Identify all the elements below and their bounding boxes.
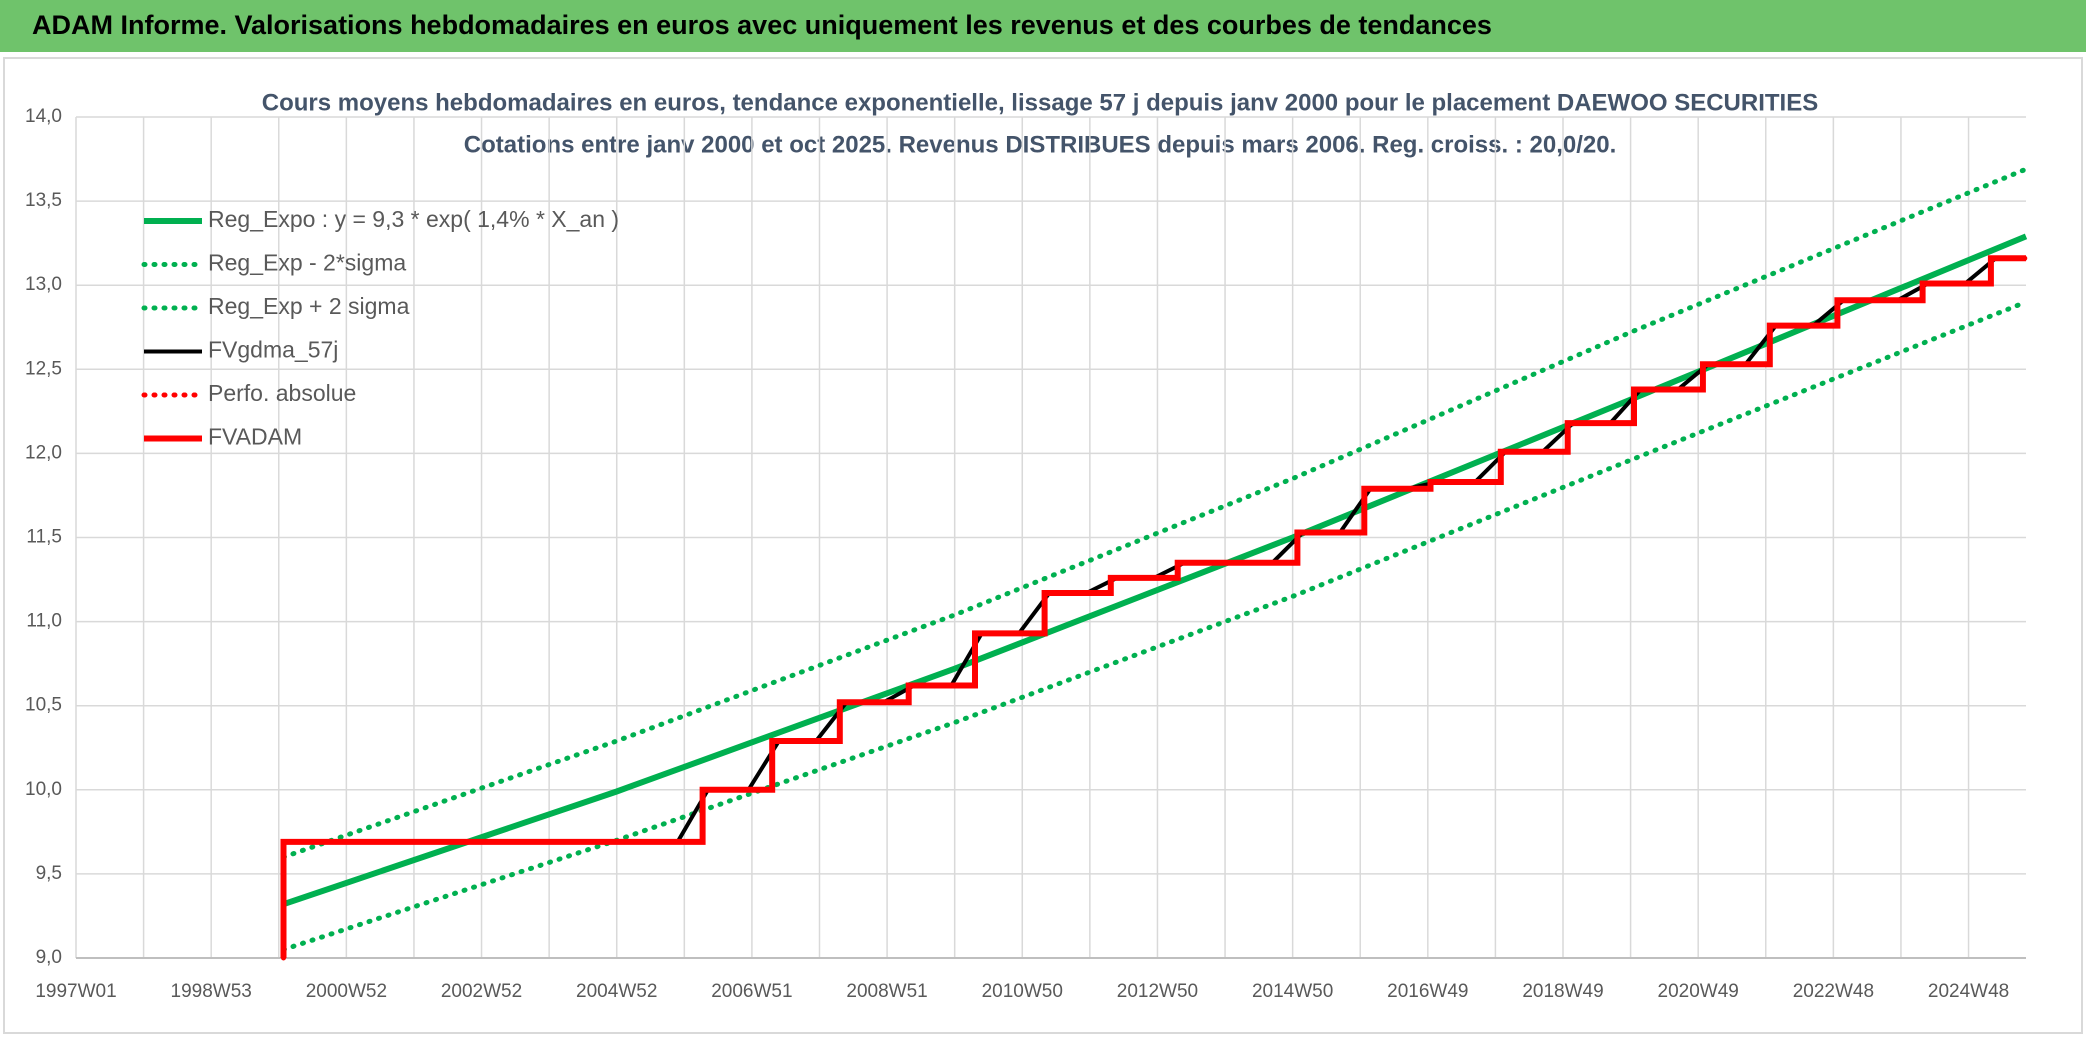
y-tick-label: 11,5 [26,527,62,548]
y-tick-label: 13,5 [25,190,62,211]
x-tick-label: 2020W49 [1658,981,1739,1002]
chart-subtitle: Cotations entre janv 2000 et oct 2025. R… [464,131,1616,158]
y-tick-label: 10,0 [25,779,62,800]
y-tick-label: 12,5 [25,358,62,379]
x-tick-label: 2004W52 [576,981,657,1002]
x-tick-label: 2008W51 [846,981,927,1002]
x-tick-label: 1997W01 [35,981,116,1002]
x-tick-label: 2014W50 [1252,981,1333,1002]
y-tick-label: 14,0 [25,106,62,127]
series-line [281,299,2029,953]
y-tick-label: 11,0 [26,611,62,632]
legend-label: FVgdma_57j [208,337,338,363]
x-tick-label: 2024W48 [1928,981,2009,1002]
x-tick-label: 2000W52 [306,981,387,1002]
series-line [282,233,2028,908]
x-tick-label: 2010W50 [982,981,1063,1002]
x-tick-label: 2006W51 [711,981,792,1002]
x-tick-label: 2022W48 [1793,981,1874,1002]
y-tick-label: 9,5 [36,863,62,884]
x-tick-label: 1998W53 [171,981,252,1002]
legend-label: Reg_Exp - 2*sigma [208,250,406,276]
x-tick-label: 2018W49 [1522,981,1603,1002]
x-tick-label: 2016W49 [1387,981,1468,1002]
chart-frame [3,57,2083,1034]
legend-label: FVADAM [208,424,302,450]
series-line [281,166,2029,860]
header-title: ADAM Informe. Valorisations hebdomadaire… [32,10,1492,40]
y-tick-label: 13,0 [25,274,62,295]
y-tick-label: 9,0 [36,947,62,968]
series-line [280,255,2026,958]
header-bar [0,0,2086,52]
x-tick-label: 2002W52 [441,981,522,1002]
legend-label: Perfo. absolue [208,380,356,406]
y-tick-label: 12,0 [25,442,62,463]
x-tick-label: 2012W50 [1117,981,1198,1002]
legend-label: Reg_Exp + 2 sigma [208,293,410,319]
legend-label: Reg_Expo : y = 9,3 * exp( 1,4% * X_an ) [208,206,619,232]
chart-title: Cours moyens hebdomadaires en euros, ten… [262,89,1818,116]
y-tick-label: 10,5 [25,695,62,716]
